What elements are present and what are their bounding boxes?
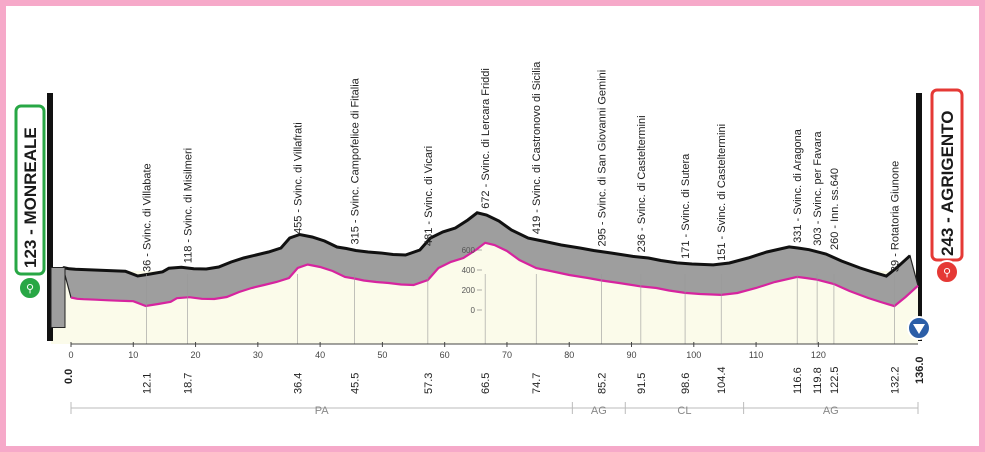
region-label: AG bbox=[591, 405, 607, 417]
start-badge: 123 - MONREALE ⚲ bbox=[14, 104, 46, 300]
waypoint-km: 85.2 bbox=[597, 373, 609, 394]
start-city-label: 123 - MONREALE bbox=[21, 127, 40, 268]
waypoint-km: 116.6 bbox=[792, 367, 804, 394]
waypoint-label: 303 - Svinc. per Favara bbox=[812, 130, 824, 245]
altitude-tick-label: 600 bbox=[462, 246, 476, 255]
waypoint-km: 36.4 bbox=[293, 373, 305, 394]
waypoint-label: 672 - Svinc. di Lercara Friddi bbox=[480, 68, 492, 209]
waypoint-km: 18.7 bbox=[182, 373, 194, 394]
waypoint-km: 66.5 bbox=[480, 373, 492, 394]
x-tick-label: 100 bbox=[686, 350, 701, 360]
waypoint-km: 98.6 bbox=[680, 373, 692, 394]
waypoint-km: 104.4 bbox=[716, 366, 728, 394]
altitude-tick-label: 400 bbox=[462, 266, 476, 275]
waypoint-km: 91.5 bbox=[636, 373, 648, 394]
waypoint-label: 331 - Svinc. di Aragona bbox=[792, 128, 804, 243]
x-tick-label: 40 bbox=[315, 350, 325, 360]
waypoint-label: 455 - Svinc. di Villafrati bbox=[293, 122, 305, 234]
start-wall bbox=[50, 267, 66, 328]
waypoint-label: 118 - Svinc. di Misilmeri bbox=[182, 148, 194, 263]
waypoint-label: 295 - Svinc. di San Giovanni Gemini bbox=[597, 70, 609, 247]
x-tick-label: 80 bbox=[564, 350, 574, 360]
waypoint-km: 57.3 bbox=[423, 373, 435, 394]
finish-city-label: 243 - AGRIGENTO bbox=[938, 111, 957, 256]
start-km-label: 0.0 bbox=[63, 369, 75, 384]
stage-profile-frame: 600 400 200 0 36 - Svinc. di Villabate 12.1 1… bbox=[6, 6, 979, 446]
finish-badge: 243 - AGRIGENTO ⚲ bbox=[907, 88, 964, 340]
waypoint-km: 119.8 bbox=[812, 367, 824, 394]
finish-bike-icon bbox=[935, 260, 959, 284]
x-tick-label: 70 bbox=[502, 350, 512, 360]
x-tick-label: 60 bbox=[440, 350, 450, 360]
waypoint-label: 419 - Svinc. di Castronovo di Sicilia bbox=[531, 61, 543, 234]
waypoint-label: 171 - Svinc. di Sutera bbox=[680, 153, 692, 259]
waypoint-km: 12.1 bbox=[141, 373, 153, 394]
start-bike-icon bbox=[18, 276, 42, 300]
finish-flag-bar bbox=[916, 93, 922, 341]
waypoint-km: 132.2 bbox=[889, 366, 901, 394]
profile-face bbox=[71, 242, 918, 344]
waypoint-label: 315 - Svinc. Campofelice di Fitalia bbox=[349, 77, 361, 244]
finish-bike-glyph: ⚲ bbox=[943, 266, 951, 279]
x-axis: 0 10 20 30 40 50 60 70 80 90 100 110 120 bbox=[68, 342, 918, 360]
region-label: AG bbox=[823, 405, 839, 417]
finish-marker-arrow bbox=[913, 324, 925, 334]
altitude-tick-label: 0 bbox=[470, 306, 475, 315]
waypoint-label: 36 - Svinc. di Villabate bbox=[141, 163, 153, 272]
waypoint-km: 74.7 bbox=[531, 373, 543, 394]
x-tick-label: 0 bbox=[68, 350, 73, 360]
waypoint-km: 122.5 bbox=[829, 366, 841, 394]
profile-line bbox=[70, 241, 919, 308]
x-tick-label: 30 bbox=[253, 350, 263, 360]
grid-layer: 600 400 200 0 bbox=[462, 246, 482, 315]
x-tick-label: 10 bbox=[128, 350, 138, 360]
x-tick-label: 90 bbox=[627, 350, 637, 360]
region-bar: PA AG CL AG bbox=[70, 402, 919, 417]
profile-ridge bbox=[62, 211, 912, 278]
profile-layer bbox=[50, 211, 919, 344]
region-label: PA bbox=[315, 405, 330, 417]
waypoint-label: 151 - Svinc. di Casteltermini bbox=[716, 124, 728, 261]
waypoint-km: 45.5 bbox=[349, 373, 361, 394]
start-flag-bar bbox=[47, 93, 53, 341]
waypoint-layer: 36 - Svinc. di Villabate 12.1 118 - Svinc.… bbox=[141, 61, 901, 394]
region-label: CL bbox=[677, 405, 691, 417]
x-tick-label: 120 bbox=[811, 350, 826, 360]
x-tick-label: 110 bbox=[749, 350, 763, 360]
altitude-tick-label: 200 bbox=[462, 286, 476, 295]
finish-km-label: 136.0 bbox=[914, 356, 926, 384]
x-tick-label: 20 bbox=[191, 350, 201, 360]
waypoint-label: 481 - Svinc. di Vicari bbox=[423, 146, 435, 246]
waypoint-label: 236 - Svinc. di Casteltermini bbox=[636, 115, 648, 252]
waypoint-label: 39 - Rotatoria Giunone bbox=[889, 161, 901, 272]
x-tick-label: 50 bbox=[377, 350, 387, 360]
waypoint-label: 260 - Inn. ss.640 bbox=[829, 168, 841, 250]
start-bike-glyph: ⚲ bbox=[26, 282, 34, 295]
